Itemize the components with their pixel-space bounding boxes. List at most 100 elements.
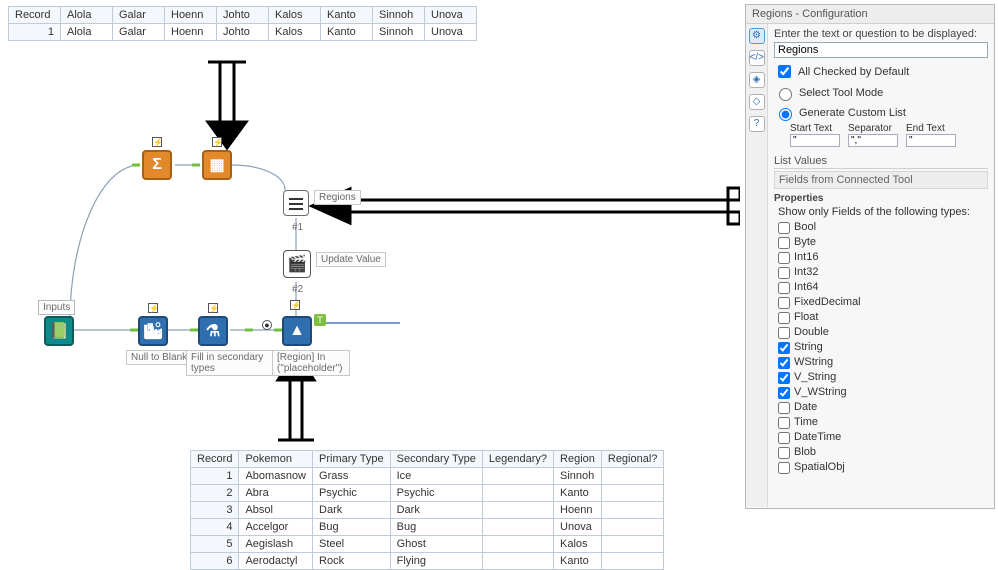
table-cell: 5	[191, 536, 239, 553]
anchor-icon	[212, 137, 222, 147]
table-cell: Kalos	[554, 536, 602, 553]
crosstab-tool[interactable]: ▦	[202, 150, 232, 180]
field-type-label: Byte	[794, 235, 816, 250]
table-cell: Aerodactyl	[239, 553, 313, 570]
prompt-input[interactable]	[774, 42, 988, 58]
field-types-list: BoolByteInt16Int32Int64FixedDecimalFloat…	[778, 220, 988, 475]
table-cell	[482, 536, 553, 553]
table-cell: 4	[191, 519, 239, 536]
config-rail: ⚙ </> ◈ ◇ ?	[746, 24, 768, 507]
field-type-checkbox[interactable]	[778, 417, 790, 429]
properties-label: Properties	[774, 193, 988, 204]
field-type-row: DateTime	[778, 430, 988, 445]
start-text-label: Start Text	[790, 123, 840, 134]
tag-icon[interactable]: ◇	[749, 94, 765, 110]
field-type-row: Double	[778, 325, 988, 340]
config-panel-title: Regions - Configuration	[746, 5, 994, 24]
data-cleanse-tool[interactable]: 🏙	[138, 316, 168, 346]
table-cell	[482, 553, 553, 570]
anchor-icon	[208, 303, 218, 313]
generate-custom-list-radio[interactable]	[779, 108, 792, 121]
field-type-label: WString	[794, 355, 833, 370]
separator-input[interactable]	[848, 134, 898, 147]
target-icon[interactable]: ◈	[749, 72, 765, 88]
table-cell	[482, 519, 553, 536]
field-type-checkbox[interactable]	[778, 342, 790, 354]
select-tool-mode-radio[interactable]	[779, 88, 792, 101]
table-cell: Flying	[390, 553, 482, 570]
field-type-checkbox[interactable]	[778, 327, 790, 339]
summarize-tool[interactable]: Σ	[142, 150, 172, 180]
field-type-checkbox[interactable]	[778, 357, 790, 369]
field-type-checkbox[interactable]	[778, 387, 790, 399]
table-cell: Steel	[313, 536, 391, 553]
field-type-label: String	[794, 340, 823, 355]
table-cell: 6	[191, 553, 239, 570]
separator-label: Separator	[848, 123, 898, 134]
list-values-section: List Values	[774, 155, 988, 169]
table-cell	[601, 536, 664, 553]
field-type-checkbox[interactable]	[778, 432, 790, 444]
field-type-row: Byte	[778, 235, 988, 250]
field-type-row: FixedDecimal	[778, 295, 988, 310]
table-cell: Rock	[313, 553, 391, 570]
field-type-checkbox[interactable]	[778, 237, 790, 249]
field-type-label: Int64	[794, 280, 818, 295]
filter-tool[interactable]: ▲	[282, 316, 312, 346]
field-type-label: Blob	[794, 445, 816, 460]
filter-label: [Region] In ("placeholder")	[272, 350, 350, 376]
field-type-checkbox[interactable]	[778, 267, 790, 279]
anchor-icon	[290, 300, 300, 310]
anchor-icon	[152, 137, 162, 147]
workflow-canvas[interactable]: Inputs 📗 Σ ▦ Regions #1 🎬 Update Value #…	[0, 0, 740, 513]
field-type-row: String	[778, 340, 988, 355]
table-cell: Unova	[554, 519, 602, 536]
table-cell: Kanto	[554, 553, 602, 570]
show-only-label: Show only Fields of the following types:	[778, 206, 988, 218]
field-type-row: Int16	[778, 250, 988, 265]
field-type-row: Int64	[778, 280, 988, 295]
action-tool[interactable]: 🎬	[283, 250, 311, 278]
listbox-label: Regions	[314, 190, 361, 205]
field-type-row: V_WString	[778, 385, 988, 400]
table-cell: Accelgor	[239, 519, 313, 536]
anchor-icon: ●	[262, 320, 272, 330]
gear-icon[interactable]: ⚙	[749, 28, 765, 44]
field-type-checkbox[interactable]	[778, 447, 790, 459]
connector-hash: #2	[292, 284, 303, 295]
field-type-row: Float	[778, 310, 988, 325]
start-text-input[interactable]	[790, 134, 840, 147]
field-type-row: SpatialObj	[778, 460, 988, 475]
macro-input-tool[interactable]: 📗	[44, 316, 74, 346]
table-cell	[601, 553, 664, 570]
table-cell	[601, 519, 664, 536]
field-type-checkbox[interactable]	[778, 462, 790, 474]
listbox-tool[interactable]	[283, 190, 309, 216]
field-type-label: Int32	[794, 265, 818, 280]
field-type-checkbox[interactable]	[778, 402, 790, 414]
table-cell: Bug	[313, 519, 391, 536]
field-type-label: Date	[794, 400, 817, 415]
field-type-checkbox[interactable]	[778, 297, 790, 309]
all-checked-label: All Checked by Default	[798, 66, 909, 78]
field-type-checkbox[interactable]	[778, 372, 790, 384]
formula-label: Fill in secondary types	[186, 350, 274, 376]
help-icon[interactable]: ?	[749, 116, 765, 132]
field-type-row: Time	[778, 415, 988, 430]
anchor-icon	[148, 303, 158, 313]
code-icon[interactable]: </>	[749, 50, 765, 66]
field-type-row: Bool	[778, 220, 988, 235]
filter-true-anchor: T	[314, 314, 326, 326]
formula-tool[interactable]: ⚗	[198, 316, 228, 346]
all-checked-checkbox[interactable]	[778, 65, 791, 78]
field-type-checkbox[interactable]	[778, 282, 790, 294]
prompt-label: Enter the text or question to be display…	[774, 28, 988, 40]
field-type-checkbox[interactable]	[778, 222, 790, 234]
end-text-input[interactable]	[906, 134, 956, 147]
field-type-checkbox[interactable]	[778, 312, 790, 324]
field-type-label: SpatialObj	[794, 460, 845, 475]
table-cell: Ghost	[390, 536, 482, 553]
fields-from-connected-label: Fields from Connected Tool	[774, 171, 988, 189]
generate-custom-list-label: Generate Custom List	[799, 107, 906, 119]
field-type-checkbox[interactable]	[778, 252, 790, 264]
